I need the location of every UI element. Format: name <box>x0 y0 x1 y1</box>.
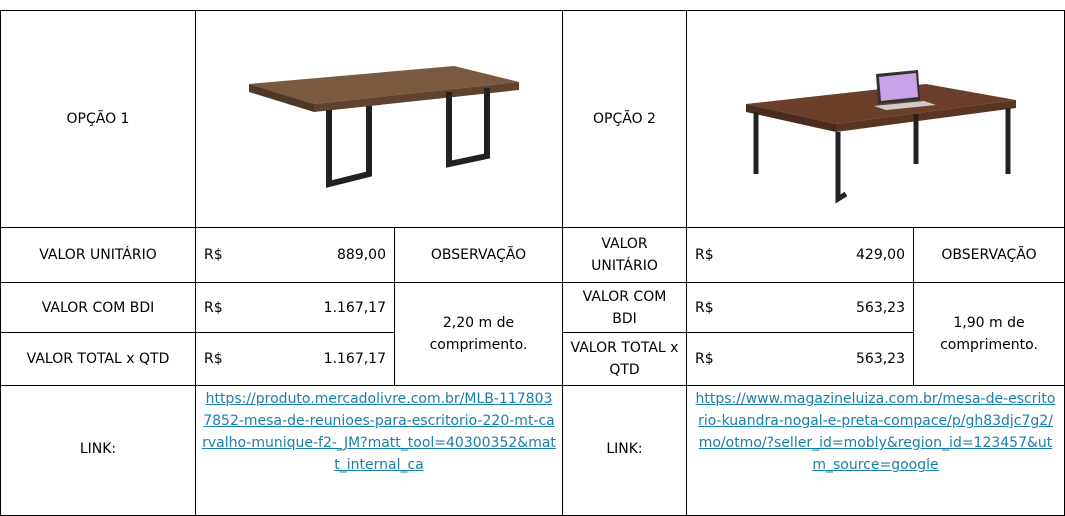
text: VALOR UNITÁRIO <box>591 236 658 274</box>
row-label: VALOR UNITÁRIO <box>563 228 687 283</box>
currency: R$ <box>695 247 714 263</box>
text: OPÇÃO 1 <box>66 111 130 127</box>
header-cell: OBSERVAÇÃO <box>395 228 563 283</box>
table-image <box>249 66 519 188</box>
amount: 1.167,17 <box>323 351 386 367</box>
amount: 563,23 <box>856 351 905 367</box>
currency: R$ <box>695 351 714 367</box>
product-image <box>196 10 563 228</box>
value-cell: R$ 1.167,17 <box>196 333 395 386</box>
value-cell: R$ 563,23 <box>687 333 914 386</box>
product-image <box>687 10 1065 228</box>
currency: R$ <box>204 351 223 367</box>
row-label: VALOR TOTAL x QTD <box>0 333 196 386</box>
text: OPÇÃO 2 <box>593 111 656 127</box>
text: 2,20 m de comprimento. <box>429 315 528 353</box>
text: LINK: <box>79 441 117 457</box>
text: OBSERVAÇÃO <box>941 247 1037 263</box>
currency: R$ <box>204 247 223 263</box>
text: 1,90 m de comprimento. <box>940 315 1038 353</box>
currency: R$ <box>695 299 714 316</box>
text: VALOR UNITÁRIO <box>39 247 157 263</box>
row-label: VALOR COM BDI <box>0 283 196 333</box>
option-label: OPÇÃO 2 <box>563 10 687 228</box>
link-cell[interactable]: https://produto.mercadolivre.com.br/MLB-… <box>196 386 563 516</box>
text: LINK: <box>606 441 643 457</box>
text: VALOR COM BDI <box>41 299 155 316</box>
currency: R$ <box>204 299 223 316</box>
amount: 429,00 <box>856 247 905 263</box>
header-cell: OBSERVAÇÃO <box>914 228 1065 283</box>
amount: 563,23 <box>856 299 905 316</box>
text: OBSERVAÇÃO <box>430 247 527 263</box>
row-label: LINK: <box>563 386 687 516</box>
text: VALOR TOTAL x QTD <box>26 351 170 367</box>
desk-image <box>745 70 1016 204</box>
observation: 1,90 m de comprimento. <box>914 283 1065 386</box>
amount: 1.167,17 <box>323 299 386 316</box>
link[interactable]: https://www.magazineluiza.com.br/mesa-de… <box>695 391 1056 473</box>
row-label: VALOR COM BDI <box>563 283 687 333</box>
value-cell: R$ 563,23 <box>687 283 914 333</box>
value-cell: R$ 1.167,17 <box>196 283 395 333</box>
link-cell[interactable]: https://www.magazineluiza.com.br/mesa-de… <box>687 386 1065 516</box>
row-label: LINK: <box>0 386 196 516</box>
observation: 2,20 m de comprimento. <box>395 283 563 386</box>
amount: 889,00 <box>337 247 386 263</box>
row-label: VALOR UNITÁRIO <box>0 228 196 283</box>
text: VALOR TOTAL x QTD <box>570 340 679 378</box>
option-label: OPÇÃO 1 <box>0 10 196 228</box>
value-cell: R$ 429,00 <box>687 228 914 283</box>
text: VALOR COM BDI <box>582 288 667 327</box>
value-cell: R$ 889,00 <box>196 228 395 283</box>
link[interactable]: https://produto.mercadolivre.com.br/MLB-… <box>202 391 556 473</box>
row-label: VALOR TOTAL x QTD <box>563 333 687 386</box>
